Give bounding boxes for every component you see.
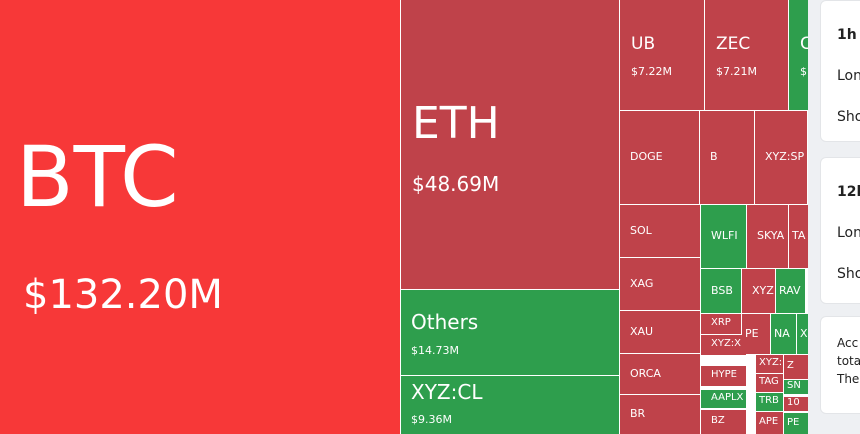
panel: 1h Lon Sho xyxy=(820,0,860,142)
tile[interactable]: PE xyxy=(784,413,808,434)
tile-label: XYZ: xyxy=(759,357,783,368)
tile-label: BTC xyxy=(16,128,179,226)
tile[interactable]: HYPE xyxy=(701,366,746,386)
tile[interactable]: C $ xyxy=(789,0,808,110)
tile[interactable]: ZEC $7.21M xyxy=(705,0,788,110)
tile-label: XAU xyxy=(630,324,654,338)
tile-label: HYPE xyxy=(711,369,737,380)
tile-label: ETH xyxy=(412,98,500,149)
tile[interactable]: BZ xyxy=(701,410,746,434)
tile-label: XYZ xyxy=(752,283,774,297)
tile-label: XRP xyxy=(711,317,731,328)
note-card: Acc tota The xyxy=(820,316,860,414)
tile-label: BSB xyxy=(711,283,733,297)
tile[interactable]: NA xyxy=(771,314,796,354)
tile[interactable]: XYZ: xyxy=(756,355,783,373)
tile-label: SOL xyxy=(630,223,652,237)
tile-value: $14.73M xyxy=(411,344,459,357)
tile-value: $7.22M xyxy=(631,65,672,78)
tile[interactable]: BSB xyxy=(701,269,741,313)
panel-line: Sho xyxy=(837,266,860,282)
tile[interactable]: 10 xyxy=(784,397,808,411)
panel-title: 12h xyxy=(837,184,860,200)
tile-label: UB xyxy=(631,34,656,54)
tile-label: Others xyxy=(411,310,479,334)
tile-value: $132.20M xyxy=(23,272,223,318)
panel: 12h Lon Sho xyxy=(820,157,860,304)
tile-label: WLFI xyxy=(711,229,738,242)
tile[interactable]: DOGE xyxy=(620,111,699,204)
tile[interactable]: RAV xyxy=(776,269,805,313)
tile[interactable]: SKYA xyxy=(747,205,788,268)
panel-line: Lon xyxy=(837,68,860,84)
tile[interactable]: XYZ xyxy=(742,269,775,313)
tile[interactable]: PE xyxy=(742,314,770,354)
tile[interactable]: SN xyxy=(784,380,808,394)
tile-label: ORCA xyxy=(630,366,661,380)
tile[interactable]: APE xyxy=(756,412,783,434)
tile-value: $ xyxy=(800,65,807,78)
tile[interactable]: BTC $132.20M xyxy=(0,0,400,434)
tile[interactable]: AAPLX xyxy=(701,390,746,408)
tile[interactable]: BR xyxy=(620,395,700,434)
tile[interactable]: XYZ:SP xyxy=(755,111,807,204)
tile-label: DOGE xyxy=(630,150,663,163)
tile[interactable]: ETH $48.69M xyxy=(401,0,619,289)
tile-label: XYZ:SP xyxy=(765,150,805,163)
tile-label: B xyxy=(710,150,718,163)
tile[interactable]: TAG xyxy=(756,374,783,392)
tile-label: TAG xyxy=(759,376,779,387)
tile[interactable]: XRP xyxy=(701,314,741,334)
tile[interactable]: XYZ:X xyxy=(701,335,746,355)
tile-label: PE xyxy=(787,416,800,428)
tile[interactable]: UB $7.22M xyxy=(620,0,704,110)
tile-label: XAG xyxy=(630,276,654,290)
tile-label: SN xyxy=(787,380,801,391)
tile-label: TA xyxy=(792,229,806,242)
treemap: BTC $132.20M ETH $48.69M Others $14.73M XYZ:CL… xyxy=(0,0,808,434)
panel-line: Lon xyxy=(837,225,860,241)
tile[interactable]: TRB xyxy=(756,393,783,411)
tile-label: TRB xyxy=(759,395,779,406)
tile[interactable]: B xyxy=(700,111,754,204)
panel-title: 1h xyxy=(837,27,857,43)
tile-label: AAPLX xyxy=(711,392,744,403)
tile[interactable]: WLFI xyxy=(701,205,746,268)
tile[interactable]: XAG xyxy=(620,258,700,310)
panel-line: Sho xyxy=(837,109,860,125)
tile[interactable]: XYZ:CL $9.36M xyxy=(401,376,619,434)
note-line: Acc xyxy=(837,336,859,350)
tile-label: PE xyxy=(745,326,759,340)
tile[interactable]: ORCA xyxy=(620,354,700,394)
tile[interactable]: Others $14.73M xyxy=(401,290,619,375)
tile-label: ZEC xyxy=(716,34,751,54)
tile-label: NA xyxy=(774,326,790,340)
tile[interactable]: TA xyxy=(789,205,808,268)
tile-value: $9.36M xyxy=(411,413,452,426)
tile-label: BZ xyxy=(711,415,725,426)
tile-label: XYZ:X xyxy=(711,338,742,349)
tile-value: $48.69M xyxy=(412,172,500,196)
note-line: The xyxy=(837,372,860,386)
tile-label: RAV xyxy=(779,283,801,297)
tile[interactable]: Z xyxy=(784,355,808,379)
tile[interactable]: XAU xyxy=(620,311,700,353)
tile-label: Z xyxy=(787,360,794,371)
note-line: tota xyxy=(837,354,860,368)
tile-label: APE xyxy=(759,416,779,427)
tile[interactable]: SOL xyxy=(620,205,700,257)
tile-label: XYZ:CL xyxy=(411,380,483,404)
tile-value: $7.21M xyxy=(716,65,757,78)
tile-label: C xyxy=(800,34,808,54)
tile-label: BR xyxy=(630,407,646,420)
tile-label: X xyxy=(800,326,808,340)
tile-label: SKYA xyxy=(757,229,785,242)
tile[interactable]: X xyxy=(797,314,808,354)
tile-label: 10 xyxy=(787,397,800,408)
